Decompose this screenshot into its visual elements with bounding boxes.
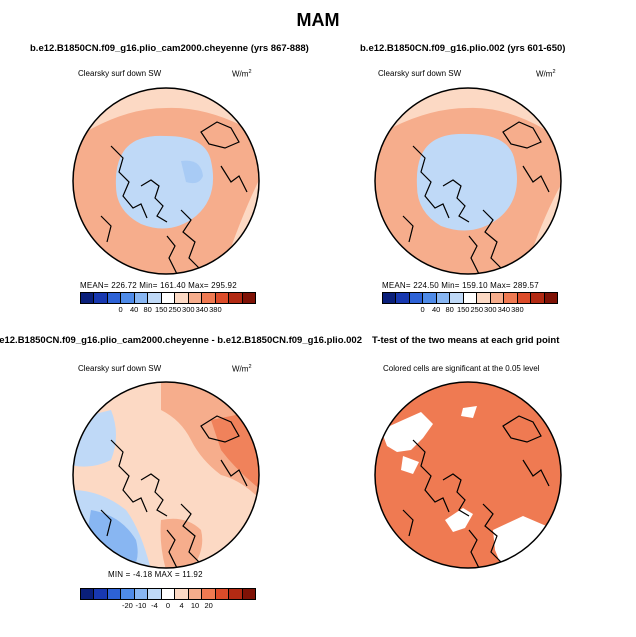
panel-1-colorbar: 0 40 80 150 250 300 340 380 <box>80 292 256 314</box>
colorbar-tick-label: 250 <box>168 305 182 314</box>
panel-3-title: b.e12.B1850CN.f09_g16.plio_cam2000.cheye… <box>0 335 362 346</box>
colorbar-swatch <box>202 589 216 599</box>
panel-1-units: W/m2 <box>232 69 252 79</box>
panel-4-significance-map <box>374 381 562 569</box>
panel-3-units: W/m2 <box>232 364 252 374</box>
colorbar-tick-label: 10 <box>190 601 200 610</box>
colorbar-tick-label: 250 <box>470 305 484 314</box>
colorbar-swatch <box>242 589 256 599</box>
panel-3-title-clip: b.e12.B1850CN.f09_g16.plio_cam2000.cheye… <box>0 335 366 349</box>
colorbar-swatch <box>81 589 95 599</box>
colorbar-swatch <box>229 293 243 303</box>
colorbar-swatch <box>161 293 176 303</box>
figure-title: MAM <box>296 10 340 30</box>
panel-1-polar-map <box>72 87 260 275</box>
colorbar-swatch <box>188 589 203 599</box>
colorbar-tick-label: 80 <box>445 305 454 314</box>
colorbar-tick-label: -10 <box>135 601 147 610</box>
colorbar-swatch <box>188 293 203 303</box>
colorbar-swatch <box>161 589 176 599</box>
colorbar-swatch <box>94 293 108 303</box>
colorbar-swatch <box>490 293 505 303</box>
colorbar-tick-label: 150 <box>456 305 470 314</box>
colorbar-tick-label: -20 <box>121 601 133 610</box>
colorbar-swatch <box>175 293 189 303</box>
colorbar-swatch <box>383 293 397 303</box>
panel-2-colorbar-swatches <box>382 292 558 304</box>
panel-2-units: W/m2 <box>536 69 556 79</box>
colorbar-swatch <box>517 293 532 303</box>
colorbar-tick-label: 300 <box>484 305 497 314</box>
panel-3-colorbar-swatches <box>80 588 256 600</box>
colorbar-swatch <box>107 293 122 303</box>
colorbar-swatch <box>450 293 464 303</box>
colorbar-swatch <box>215 589 230 599</box>
colorbar-swatch <box>121 293 135 303</box>
colorbar-tick-label: 380 <box>511 305 524 314</box>
colorbar-swatch <box>463 293 478 303</box>
panel-3-polar-map <box>72 381 260 569</box>
colorbar-swatch <box>409 293 424 303</box>
colorbar-swatch <box>423 293 437 303</box>
panel-4-subtitle: Colored cells are significant at the 0.0… <box>383 364 540 373</box>
colorbar-swatch <box>175 589 189 599</box>
panel-1-colorbar-swatches <box>80 292 256 304</box>
colorbar-swatch <box>107 589 122 599</box>
colorbar-tick-label: 380 <box>209 305 222 314</box>
panel-3-variable-label: Clearsky surf down SW <box>78 364 162 373</box>
panel-3-colorbar-ticks: -20 -10 -4 0 4 10 20 <box>80 600 256 610</box>
colorbar-swatch <box>504 293 518 303</box>
colorbar-swatch <box>202 293 216 303</box>
colorbar-tick-label: 340 <box>195 305 209 314</box>
colorbar-swatch <box>148 293 162 303</box>
panel-2-colorbar: 0 40 80 150 250 300 340 380 <box>382 292 558 314</box>
panel-2-variable-label: Clearsky surf down SW <box>378 69 462 78</box>
colorbar-tick-label: 40 <box>431 305 441 314</box>
colorbar-swatch <box>544 293 558 303</box>
panel-2-stats: MEAN= 224.50 Min= 159.10 Max= 289.57 <box>382 281 539 290</box>
colorbar-swatch <box>215 293 230 303</box>
panel-1-stats: MEAN= 226.72 Min= 161.40 Max= 295.92 <box>80 281 237 290</box>
colorbar-swatch <box>396 293 410 303</box>
colorbar-tick-label: 300 <box>182 305 195 314</box>
colorbar-swatch <box>531 293 545 303</box>
colorbar-swatch <box>121 589 135 599</box>
colorbar-swatch <box>94 589 108 599</box>
panel-1-title: b.e12.B1850CN.f09_g16.plio_cam2000.cheye… <box>30 43 309 54</box>
colorbar-swatch <box>81 293 95 303</box>
colorbar-swatch <box>477 293 491 303</box>
panel-2-title: b.e12.B1850CN.f09_g16.plio.002 (yrs 601-… <box>360 43 566 54</box>
colorbar-tick-label: 0 <box>420 305 425 314</box>
colorbar-tick-label: 0 <box>118 305 123 314</box>
panel-3-colorbar: -20 -10 -4 0 4 10 20 <box>80 588 256 610</box>
colorbar-swatch <box>134 589 149 599</box>
colorbar-swatch <box>148 589 162 599</box>
panel-2-colorbar-ticks: 0 40 80 150 250 300 340 380 <box>382 304 558 314</box>
colorbar-swatch <box>436 293 451 303</box>
colorbar-swatch <box>242 293 256 303</box>
colorbar-tick-label: -4 <box>151 601 158 610</box>
colorbar-tick-label: 20 <box>204 601 213 610</box>
colorbar-tick-label: 40 <box>129 305 139 314</box>
colorbar-tick-label: 150 <box>154 305 168 314</box>
colorbar-tick-label: 4 <box>179 601 184 610</box>
panel-1-variable-label: Clearsky surf down SW <box>78 69 162 78</box>
colorbar-tick-label: 340 <box>497 305 511 314</box>
panel-2-polar-map <box>374 87 562 275</box>
colorbar-swatch <box>229 589 243 599</box>
colorbar-tick-label: 0 <box>165 601 171 610</box>
panel-3-stats: MIN = -4.18 MAX = 11.92 <box>108 570 203 579</box>
colorbar-tick-label: 80 <box>143 305 152 314</box>
colorbar-swatch <box>134 293 149 303</box>
panel-4-title: T-test of the two means at each grid poi… <box>372 335 560 346</box>
panel-1-colorbar-ticks: 0 40 80 150 250 300 340 380 <box>80 304 256 314</box>
